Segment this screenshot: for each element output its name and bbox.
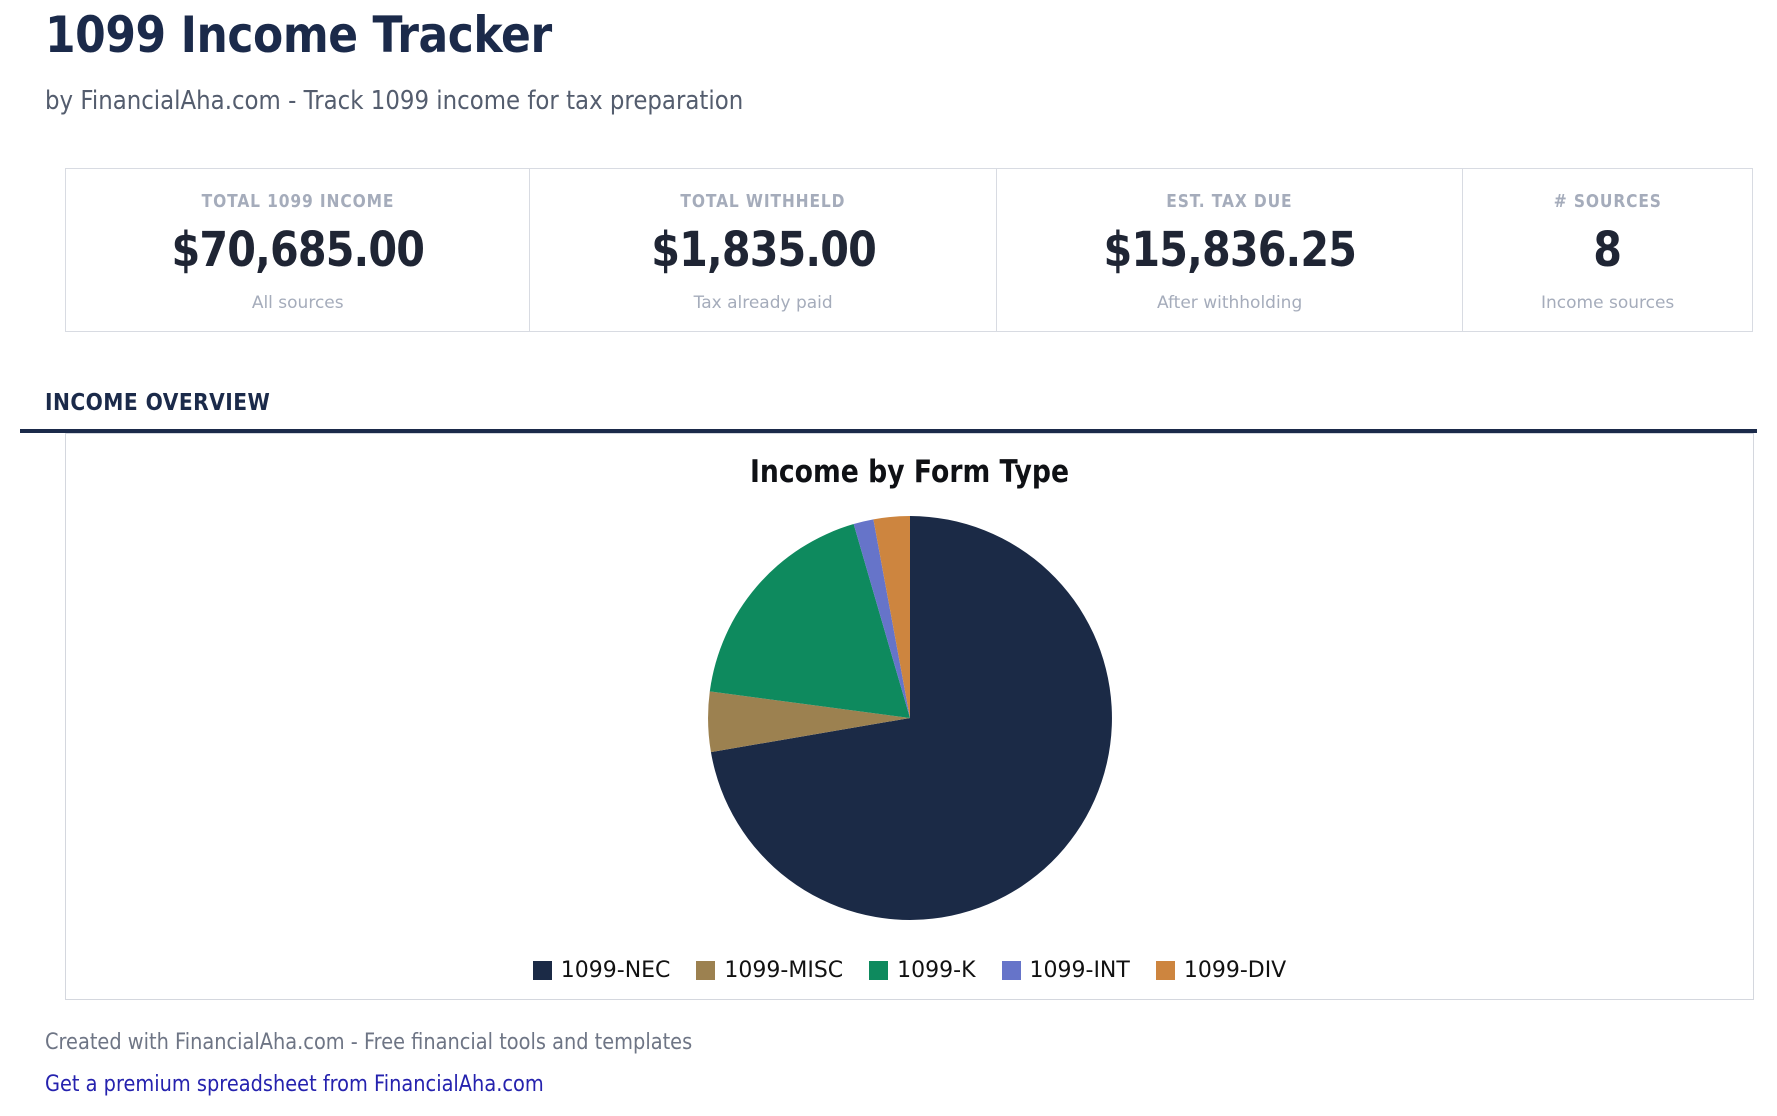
stat-card-total-withheld: TOTAL WITHHELD $1,835.00 Tax already pai… [530,169,997,331]
legend-item-1099-div: 1099-DIV [1155,958,1287,983]
stat-sublabel: All sources [251,292,344,313]
section-divider [20,429,1757,433]
legend-swatch-icon [532,961,552,980]
legend-item-1099-nec: 1099-NEC [532,958,671,983]
chart-panel: Income by Form Type 1099-NEC 1099-MISC 109… [65,433,1754,1000]
legend-swatch-icon [1155,961,1175,980]
pie-slice-1099-k [709,524,910,718]
stat-label: # SOURCES [1553,191,1662,212]
stat-value: 8 [1593,222,1623,278]
legend-item-1099-k: 1099-K [869,958,976,983]
stat-card-num-sources: # SOURCES 8 Income sources [1463,169,1752,331]
stat-sublabel: Income sources [1541,292,1675,313]
page-subtitle: by FinancialAha.com - Track 1099 income … [45,86,744,116]
pie-slice-1099-div [872,516,910,718]
stat-card-est-tax-due: EST. TAX DUE $15,836.25 After withholdin… [997,169,1464,331]
premium-spreadsheet-link[interactable]: Get a premium spreadsheet from Financial… [45,1072,544,1097]
stat-value: $70,685.00 [171,222,424,278]
legend-swatch-icon [1001,961,1021,980]
stat-sublabel: Tax already paid [693,292,833,313]
pie-slice-1099-int [853,519,910,718]
stat-value: $1,835.00 [650,222,877,278]
pie-slice-1099-nec [710,516,1112,920]
legend-label: 1099-NEC [560,958,671,983]
legend-swatch-icon [869,961,889,980]
pie-slice-1099-misc [707,691,910,753]
stat-label: TOTAL 1099 INCOME [201,191,395,212]
pie-chart [707,516,1112,920]
stat-sublabel: After withholding [1156,292,1303,313]
legend-item-1099-misc: 1099-MISC [696,958,843,983]
stat-value: $15,836.25 [1103,222,1356,278]
legend-label: 1099-DIV [1183,958,1287,983]
stat-label: EST. TAX DUE [1166,191,1293,212]
legend-swatch-icon [696,961,716,980]
page-title: 1099 Income Tracker [45,6,552,64]
legend-label: 1099-K [897,958,976,983]
chart-title: Income by Form Type [749,454,1070,490]
legend-label: 1099-MISC [724,958,844,983]
legend-label: 1099-INT [1029,958,1130,983]
pie-chart-area [704,512,1116,924]
stats-row: TOTAL 1099 INCOME $70,685.00 All sources… [65,168,1753,332]
footer-credit: Created with FinancialAha.com - Free fin… [45,1030,693,1055]
section-heading-income-overview: INCOME OVERVIEW [45,390,271,416]
stat-card-total-income: TOTAL 1099 INCOME $70,685.00 All sources [66,169,531,331]
chart-legend: 1099-NEC 1099-MISC 1099-K 1099-INT 1099-DIV [532,958,1287,983]
stat-label: TOTAL WITHHELD [680,191,846,212]
legend-item-1099-int: 1099-INT [1001,958,1130,983]
